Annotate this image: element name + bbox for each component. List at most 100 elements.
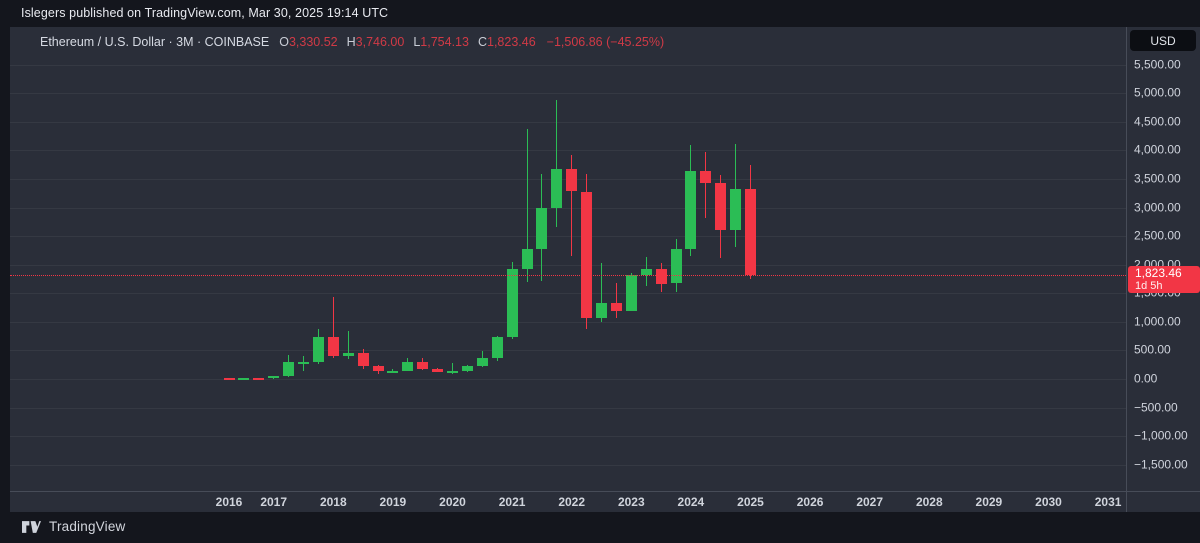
candle-body — [625, 274, 637, 311]
usd-currency-label: USD — [1150, 33, 1176, 48]
candle-body — [342, 353, 354, 357]
ohlc-values: O3,330.52 H3,746.00 L1,754.13 C1,823.46 — [279, 35, 544, 49]
candle-body — [521, 249, 533, 270]
year-label: 2026 — [796, 495, 824, 509]
candle-wick — [615, 283, 617, 318]
bar-countdown: 1d 5h — [1135, 280, 1163, 293]
candle-body — [461, 366, 473, 372]
usd-currency-button[interactable]: USD — [1130, 30, 1196, 51]
symbol-legend[interactable]: Ethereum / U.S. Dollar · 3M · COINBASE O… — [40, 34, 664, 50]
price-label: 5,500.00 — [1134, 57, 1181, 72]
candle-body — [640, 268, 652, 275]
candle-body — [506, 269, 518, 337]
candle-body — [581, 191, 593, 318]
year-label: 2025 — [737, 495, 764, 509]
candle-wick — [347, 331, 349, 359]
year-label: 2029 — [975, 495, 1003, 509]
year-label: 2021 — [498, 495, 526, 509]
grid-line — [10, 293, 1126, 295]
ohlc-value: 1,823.46 — [487, 35, 536, 49]
grid-line — [10, 379, 1126, 380]
year-label: 2018 — [319, 495, 347, 509]
ohlc-item: C1,823.46 — [478, 35, 536, 49]
price-scale-border — [1126, 27, 1127, 512]
footer-brand[interactable]: TradingView — [22, 519, 126, 534]
ohlc-item: L1,754.13 — [413, 35, 469, 49]
year-label: 2030 — [1035, 495, 1062, 509]
last-price-line — [10, 274, 1126, 276]
candle-body — [238, 378, 250, 381]
candle-body — [596, 303, 607, 318]
candle-body — [655, 268, 667, 284]
price-label: −1,000.00 — [1134, 428, 1188, 443]
grid-line — [10, 236, 1126, 238]
time-scale-border — [10, 491, 1200, 492]
price-label: 2,500.00 — [1134, 228, 1181, 243]
year-label: 2027 — [856, 495, 884, 509]
grid-line — [10, 264, 1126, 266]
grid-line — [10, 350, 1126, 352]
candle-wick — [601, 263, 602, 323]
candle-body — [372, 365, 384, 372]
price-label: −500.00 — [1134, 400, 1178, 415]
candle-body — [685, 170, 697, 249]
ohlc-value: 3,746.00 — [355, 35, 405, 49]
grid-line — [10, 150, 1126, 152]
candle-body — [730, 188, 742, 231]
candle-wick — [332, 297, 334, 359]
year-label: 2017 — [260, 495, 288, 509]
candle-wick — [452, 362, 453, 374]
candle-body — [536, 207, 548, 249]
price-label: 3,500.00 — [1134, 171, 1181, 186]
grid-line — [10, 321, 1126, 323]
candle-body — [745, 188, 756, 275]
candle-body — [610, 303, 622, 311]
candle-body — [268, 376, 280, 379]
ohlc-value: 3,330.52 — [288, 35, 338, 49]
tradingview-logo-icon — [22, 520, 41, 533]
candle-body — [447, 371, 458, 374]
candle-body — [312, 336, 324, 362]
tradingview-brand-text: TradingView — [49, 519, 126, 534]
candle-wick — [556, 100, 558, 228]
ohlc-label: L — [413, 35, 421, 49]
candle-body — [387, 370, 399, 373]
year-label: 2022 — [558, 495, 586, 509]
year-label: 2019 — [379, 495, 407, 509]
attribution-text: Islegers published on TradingView.com, M… — [21, 6, 389, 20]
candle-wick — [705, 151, 707, 219]
ohlc-item: H3,746.00 — [347, 35, 405, 49]
grid-line — [10, 64, 1126, 66]
candle-body — [566, 168, 578, 192]
year-label: 2028 — [915, 495, 943, 509]
candle-body — [357, 353, 369, 366]
ohlc-item: O3,330.52 — [279, 35, 337, 49]
candle-body — [700, 170, 712, 183]
ohlc-label: C — [477, 35, 487, 49]
candle-body — [402, 362, 414, 371]
candle-body — [491, 336, 503, 359]
candle-body — [417, 362, 429, 369]
price-label: 0.00 — [1134, 371, 1158, 386]
last-price-value: 1,823.46 — [1135, 266, 1182, 281]
change-value: −1,506.86 (−45.25%) — [546, 35, 665, 49]
price-label: 4,500.00 — [1134, 114, 1181, 129]
grid-line — [10, 207, 1126, 209]
year-label: 2016 — [215, 495, 243, 509]
symbol-title: Ethereum / U.S. Dollar · 3M · COINBASE — [40, 35, 270, 49]
grid-line — [10, 407, 1126, 409]
year-label: 2024 — [677, 495, 705, 509]
candle-body — [298, 361, 309, 364]
ohlc-label: H — [346, 35, 356, 49]
grid-line — [10, 93, 1126, 95]
price-label: −1,500.00 — [1134, 457, 1188, 472]
price-label: 1,000.00 — [1134, 314, 1181, 329]
candle-body — [327, 336, 339, 357]
grid-line — [10, 464, 1126, 466]
price-label: 3,000.00 — [1134, 200, 1181, 215]
last-price-badge: 1,823.46 1d 5h — [1128, 266, 1200, 294]
price-label: 5,000.00 — [1134, 85, 1181, 100]
grid-line — [10, 436, 1126, 438]
candle-body — [283, 362, 295, 377]
